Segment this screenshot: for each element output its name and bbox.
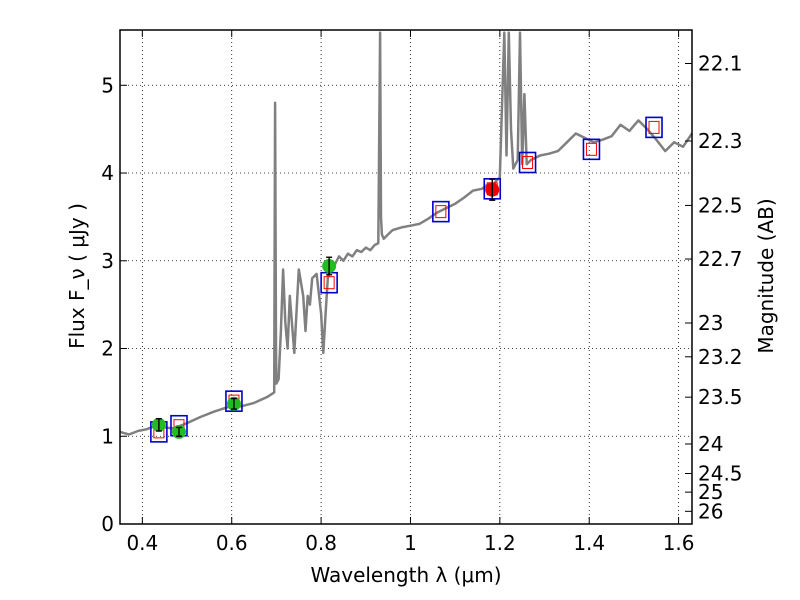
mag-tick-label: 25 bbox=[698, 480, 723, 504]
x-tick-label: 1.2 bbox=[484, 531, 516, 555]
mag-tick-label: 24 bbox=[698, 432, 723, 456]
model-box-inner bbox=[435, 205, 447, 219]
x-tick-label: 0.4 bbox=[126, 531, 158, 555]
mag-tick-label: 23.5 bbox=[698, 385, 743, 409]
spectrum-line bbox=[119, 31, 694, 436]
model-box-inner bbox=[522, 155, 534, 169]
y-tick-label: 0 bbox=[101, 512, 114, 536]
mag-tick-label: 26 bbox=[698, 499, 723, 523]
model-box bbox=[645, 116, 663, 139]
y-tick-label: 1 bbox=[101, 424, 114, 448]
x-tick-label: 1.6 bbox=[663, 531, 695, 555]
x-axis-label: Wavelength λ (μm) bbox=[310, 563, 501, 587]
x-tick-label: 0.6 bbox=[216, 531, 248, 555]
plot-series bbox=[119, 31, 694, 443]
x-axis-ticks: 0.4 0.6 0.8 1 1.2 1.4 1.6 bbox=[126, 30, 695, 555]
y-tick-label: 4 bbox=[101, 161, 114, 185]
model-box bbox=[432, 200, 450, 223]
grid-lines bbox=[120, 30, 692, 525]
model-box-inner bbox=[585, 142, 597, 156]
model-box bbox=[225, 390, 243, 412]
y-tick-label: 2 bbox=[101, 337, 114, 361]
model-box-inner bbox=[323, 276, 335, 290]
y-axis-ticks: 0 1 2 3 4 5 bbox=[101, 73, 127, 536]
mag-tick-label: 22.1 bbox=[698, 52, 743, 76]
y-axis-label: Flux F_ν ( μJy ) bbox=[65, 203, 89, 349]
mag-tick-label: 22.5 bbox=[698, 193, 743, 217]
x-tick-label: 1.4 bbox=[573, 531, 605, 555]
y-tick-label: 5 bbox=[101, 73, 114, 97]
mag-tick-label: 22.7 bbox=[698, 247, 743, 271]
mag-tick-label: 24.5 bbox=[698, 462, 743, 486]
mag-tick-label: 23.2 bbox=[698, 345, 743, 369]
mag-tick-label: 23 bbox=[698, 311, 723, 335]
plot-frame bbox=[119, 29, 693, 525]
x-tick-label: 0.8 bbox=[305, 531, 337, 555]
mag-tick-label: 22.3 bbox=[698, 129, 743, 153]
x-tick-label: 1 bbox=[404, 531, 417, 555]
y-tick-label: 3 bbox=[101, 249, 114, 273]
model-box bbox=[518, 151, 537, 174]
model-box bbox=[582, 138, 601, 161]
magnitude-axis-label: Magnitude (AB) bbox=[754, 198, 778, 353]
model-box-inner bbox=[648, 120, 660, 134]
